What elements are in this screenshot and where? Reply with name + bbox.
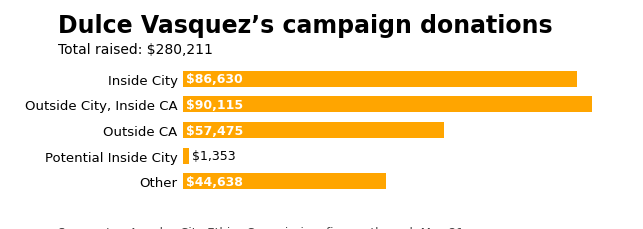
Bar (183, 97, 592, 113)
Bar (183, 123, 444, 139)
Text: $44,638: $44,638 (186, 175, 242, 188)
Bar (183, 174, 386, 190)
Text: Total raised: $280,211: Total raised: $280,211 (58, 43, 213, 57)
Bar (183, 71, 577, 87)
Text: $57,475: $57,475 (186, 124, 243, 137)
Text: $90,115: $90,115 (186, 98, 242, 112)
Text: $86,630: $86,630 (186, 73, 242, 86)
Text: Source: Los Angeles City Ethics Commission, figures through May 21: Source: Los Angeles City Ethics Commissi… (58, 226, 464, 229)
Text: $1,353: $1,353 (192, 150, 236, 163)
Bar (183, 148, 190, 164)
Text: Dulce Vasquez’s campaign donations: Dulce Vasquez’s campaign donations (58, 14, 552, 38)
